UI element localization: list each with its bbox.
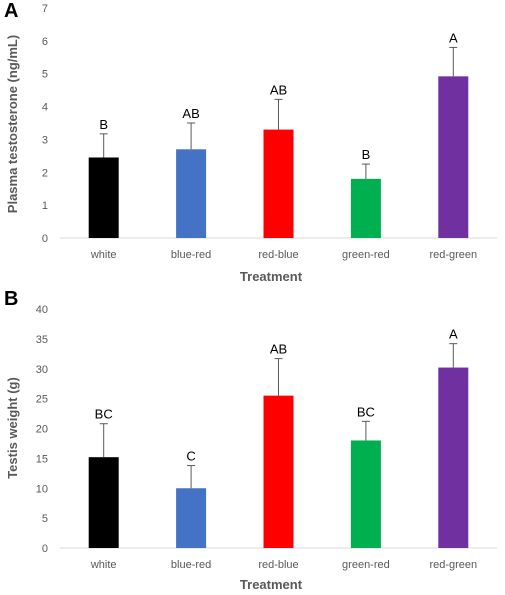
panel-b-y-tick-label: 25 xyxy=(36,394,48,406)
panel-b-category-label: white xyxy=(90,559,117,571)
panel-a-bar-blue-red xyxy=(176,149,207,238)
panel-a-significance-label: AB xyxy=(270,82,287,97)
panel-b-y-tick-label: 30 xyxy=(36,364,48,376)
panel-a-y-tick-label: 3 xyxy=(42,134,48,146)
panel-a-y-tick-label: 4 xyxy=(42,102,48,114)
panel-b-y-tick-label: 20 xyxy=(36,424,48,436)
panel-a-bar-white xyxy=(88,157,119,238)
panel-b-y-axis-title: Testis weight (g) xyxy=(5,377,20,479)
panel-b-significance-label: BC xyxy=(95,407,113,422)
panel-a-y-tick-label: 0 xyxy=(42,233,48,245)
panel-a-chart: A Plasma testosterone (ng/mL) Treatment … xyxy=(4,0,497,284)
panel-a-significance-label: B xyxy=(362,147,371,162)
panel-a-y-tick-label: 6 xyxy=(42,36,48,48)
panel-a-category-label: red-blue xyxy=(258,249,298,261)
panel-b-significance-label: A xyxy=(449,327,458,342)
panel-a-category-label: red-green xyxy=(429,249,477,261)
panel-b-y-tick-label: 40 xyxy=(36,304,48,316)
panel-b-y-tick-label: 15 xyxy=(36,453,48,465)
panel-b-category-label: red-green xyxy=(429,559,477,571)
panel-b-y-tick-label: 5 xyxy=(42,513,48,525)
panel-a-bar-green-red xyxy=(350,178,381,238)
panel-a-category-label: white xyxy=(90,249,117,261)
panel-a-significance-label: B xyxy=(99,117,108,132)
panel-b-y-tick-label: 10 xyxy=(36,483,48,495)
panel-a-x-axis-title: Treatment xyxy=(240,269,303,284)
panel-a-y-tick-label: 7 xyxy=(42,3,48,15)
panel-b-chart: B Testis weight (g) Treatment 0 5 10 15 20 25… xyxy=(4,288,497,592)
panel-a-letter: A xyxy=(4,0,18,22)
panel-b-x-axis-title: Treatment xyxy=(240,577,303,592)
panel-b-letter: B xyxy=(4,288,18,310)
panel-b-significance-label: C xyxy=(186,449,195,464)
panel-b-significance-label: AB xyxy=(270,342,287,357)
panel-b-bar-red-green xyxy=(438,367,469,548)
panel-b-category-label: green-red xyxy=(342,559,390,571)
panel-a-bar-red-green xyxy=(438,76,469,238)
panel-b-category-label: red-blue xyxy=(258,559,298,571)
panel-a-category-label: blue-red xyxy=(171,249,211,261)
panel-b-bar-blue-red xyxy=(176,488,207,548)
panel-b-bar-green-red xyxy=(350,440,381,548)
panel-a-significance-label: AB xyxy=(182,106,199,121)
panel-a-y-axis-title: Plasma testosterone (ng/mL) xyxy=(5,35,20,213)
panel-a-bar-red-blue xyxy=(263,129,294,238)
panel-a-y-tick-label: 2 xyxy=(42,167,48,179)
panel-b-bar-white xyxy=(88,457,119,548)
panel-b-y-tick-label: 0 xyxy=(42,543,48,555)
panel-b-y-tick-label: 35 xyxy=(36,334,48,346)
panel-a-y-tick-label: 5 xyxy=(42,69,48,81)
panel-b-significance-label: BC xyxy=(357,404,375,419)
panel-b-bar-red-blue xyxy=(263,395,294,548)
panel-b-category-label: blue-red xyxy=(171,559,211,571)
panel-a-y-tick-label: 1 xyxy=(42,200,48,212)
panel-a-category-label: green-red xyxy=(342,249,390,261)
panel-a-significance-label: A xyxy=(449,30,458,45)
